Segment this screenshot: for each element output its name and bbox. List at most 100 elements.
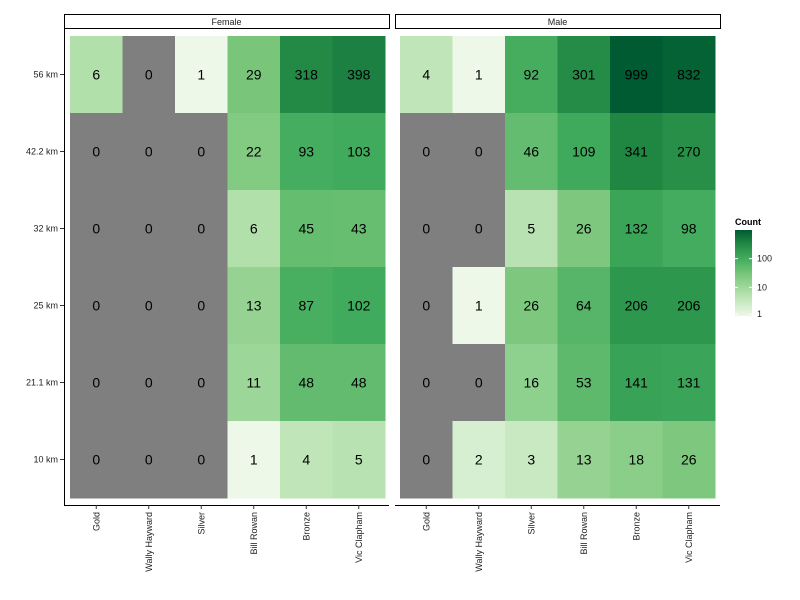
heatmap-cell [332,190,386,268]
cell-label: 0 [145,144,153,160]
cell-label: 0 [422,144,430,160]
heatmap-cell [332,421,386,499]
cell-label: 16 [523,375,539,391]
cell-label: 0 [92,298,100,314]
cell-label: 1 [475,67,483,83]
cell-label: 5 [355,452,363,468]
heatmap-cell [505,267,558,345]
cell-label: 48 [351,375,367,391]
heatmap-cell [175,36,228,114]
facet-strip-male [395,14,721,29]
heatmap-cell [610,344,663,422]
heatmap-cell [227,421,281,499]
heatmap-cell [662,190,716,268]
y-tick-label: 42.2 km [26,147,58,157]
cell-label: 1 [250,452,258,468]
cell-label: 0 [197,298,205,314]
heatmap-cell [122,36,176,114]
x-tick-label: Silver [526,512,536,535]
cell-label: 64 [576,298,592,314]
heatmap-cell [280,36,333,114]
cell-label: 341 [625,144,649,160]
cell-label: 13 [246,298,262,314]
heatmap-cell [175,421,228,499]
cell-label: 3 [527,452,535,468]
heatmap-cell [452,190,506,268]
x-tick-label: Wally Hayward [474,512,484,572]
heatmap-cell [122,267,176,345]
cell-label: 6 [92,67,100,83]
cell-label: 109 [572,144,596,160]
heatmap-cell [227,267,281,345]
heatmap-cell [452,421,506,499]
heatmap-cell [400,344,453,422]
x-tick-label: Bronze [301,512,311,541]
heatmap-cell [662,344,716,422]
y-tick-label: 56 km [33,70,58,80]
cell-label: 0 [145,67,153,83]
cell-label: 18 [628,452,644,468]
heatmap-cell [505,36,558,114]
heatmap-cell [557,344,611,422]
facet-strip-female [64,14,390,29]
heatmap-cell [280,421,333,499]
cell-label: 0 [145,375,153,391]
heatmap-cell [557,36,611,114]
heatmap-cell [610,113,663,191]
heatmap-cell [70,113,123,191]
heatmap-cell [280,344,333,422]
heatmap-cell [662,267,716,345]
heatmap-cell [70,36,123,114]
y-tick-label: 21.1 km [26,378,58,388]
cell-label: 0 [92,452,100,468]
heatmap-cell [557,421,611,499]
cell-label: 0 [475,144,483,160]
heatmap-cell [505,113,558,191]
legend-tick-label: 10 [757,282,767,292]
cell-label: 0 [145,298,153,314]
cell-label: 141 [625,375,649,391]
cell-label: 0 [92,375,100,391]
cell-label: 131 [677,375,701,391]
heatmap-cell [175,344,228,422]
cell-label: 53 [576,375,592,391]
cell-label: 0 [197,221,205,237]
cell-label: 11 [246,375,261,391]
y-tick-label: 25 km [33,301,58,311]
cell-label: 832 [677,67,701,83]
heatmap-cell [400,190,453,268]
heatmap-cell [662,421,716,499]
cell-label: 26 [576,221,592,237]
cell-label: 0 [92,221,100,237]
cell-label: 26 [681,452,697,468]
heatmap-cell [175,113,228,191]
cell-label: 270 [677,144,701,160]
heatmap-cell [505,421,558,499]
heatmap-cell [610,421,663,499]
heatmap-cell [400,36,453,114]
legend-tick-label: 1 [757,309,762,319]
cell-label: 98 [681,221,697,237]
cell-label: 0 [197,452,205,468]
heatmap-cell [70,344,123,422]
cell-label: 4 [422,67,430,83]
heatmap-cell [400,421,453,499]
heatmap-cell [280,267,333,345]
heatmap-cell [557,267,611,345]
heatmap-cell [122,113,176,191]
cell-label: 206 [625,298,649,314]
cell-label: 0 [475,375,483,391]
heatmap-cell [400,267,453,345]
x-tick-label: Bronze [631,512,641,541]
cell-label: 5 [527,221,535,237]
cell-label: 6 [250,221,258,237]
heatmap-cell [280,113,333,191]
cell-label: 132 [625,221,649,237]
heatmap-cell [452,344,506,422]
x-tick-label: Gold [91,512,101,531]
heatmap-cell [332,344,386,422]
cell-label: 103 [347,144,371,160]
cell-label: 26 [523,298,539,314]
legend-colorbar [735,230,752,316]
